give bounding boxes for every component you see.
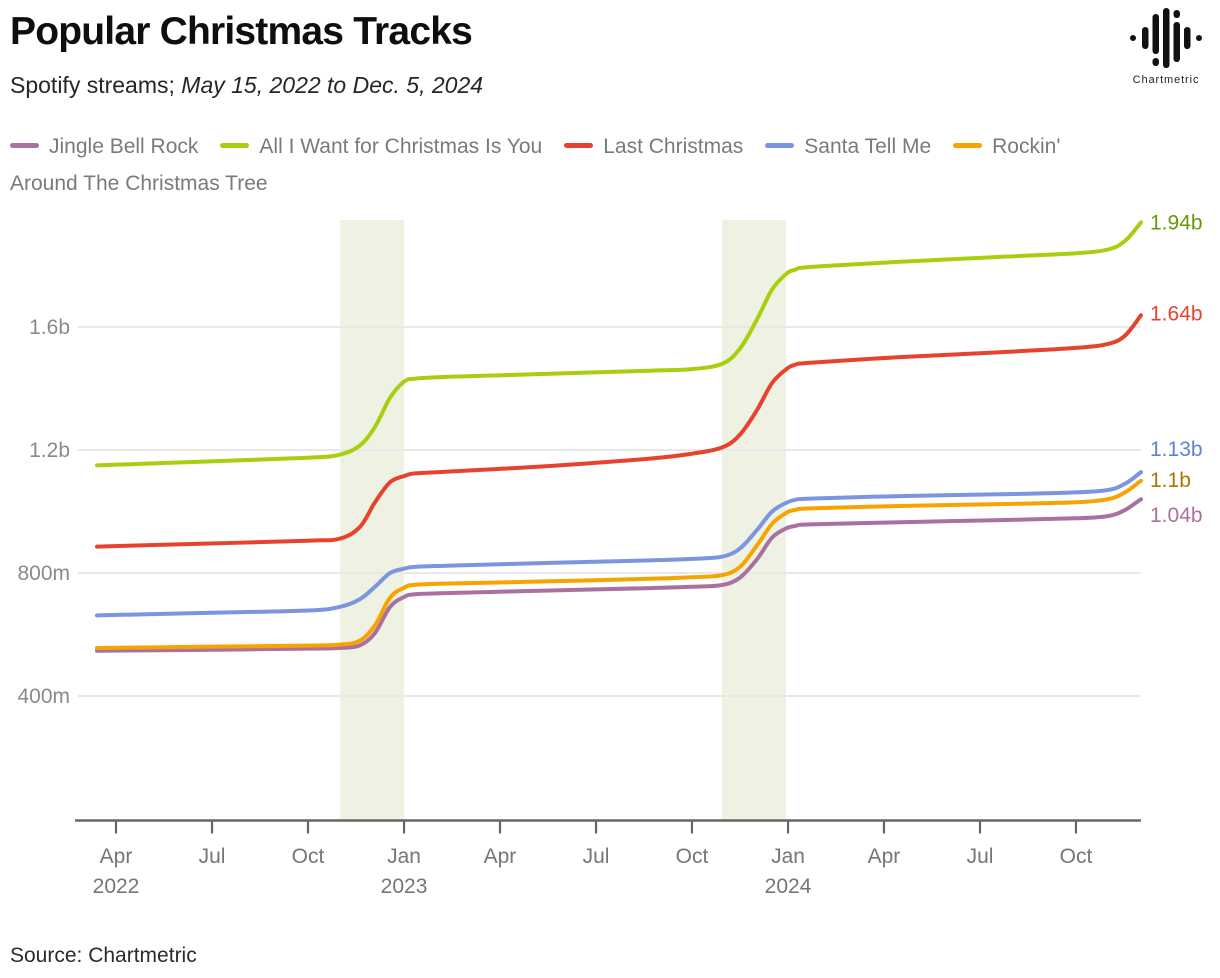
source-attribution: Source: Chartmetric <box>10 944 197 967</box>
page-title: Popular Christmas Tracks <box>10 10 473 53</box>
x-tick-year-label: 2024 <box>765 875 812 898</box>
line-last-christmas <box>95 313 1143 549</box>
x-tick-year-label: 2022 <box>93 875 140 898</box>
legend-label: Rockin' Around The Christmas Tree <box>10 135 1061 195</box>
legend-item-all-i-want-for-christmas-is-you: All I Want for Christmas Is You <box>220 135 542 158</box>
x-tick-label: Oct <box>292 845 325 868</box>
brand-block: Chartmetric <box>1120 6 1212 86</box>
legend-label: All I Want for Christmas Is You <box>259 135 543 158</box>
y-axis-label-1-6b: 1.6b <box>29 316 70 339</box>
subtitle-date-range: May 15, 2022 to Dec. 5, 2024 <box>181 72 484 98</box>
x-tick-label: Jul <box>583 845 610 868</box>
legend-item-last-christmas: Last Christmas <box>564 135 743 158</box>
x-tick-label: Jul <box>199 845 226 868</box>
legend-dash-icon <box>765 142 795 148</box>
chart-legend: Jingle Bell Rock All I Want for Christmas… <box>10 128 1100 202</box>
line-rockin-around-the-christmas-tree <box>95 478 1143 650</box>
x-tick-label: Apr <box>484 845 517 868</box>
end-label-last-christmas: 1.64b <box>1150 302 1203 325</box>
x-tick-label: Oct <box>1060 845 1093 868</box>
end-label-all-i-want-for-christmas-is-you: 1.94b <box>1150 211 1203 234</box>
x-tick-label: Apr <box>868 845 901 868</box>
legend-label: Santa Tell Me <box>804 135 932 158</box>
y-axis-label-1-2b: 1.2b <box>29 439 70 462</box>
y-axis-label-800m: 800m <box>17 562 70 585</box>
line-santa-tell-me <box>95 470 1143 618</box>
line-jingle-bell-rock <box>95 497 1143 653</box>
x-tick-label: Jan <box>771 845 805 868</box>
end-label-jingle-bell-rock: 1.04b <box>1150 504 1203 527</box>
x-tick-label: Jan <box>387 845 421 868</box>
x-tick-label: Jul <box>967 845 994 868</box>
brand-label: Chartmetric <box>1132 74 1200 86</box>
legend-item-santa-tell-me: Santa Tell Me <box>765 135 931 158</box>
legend-dash-icon <box>564 142 594 148</box>
legend-label: Last Christmas <box>603 135 744 158</box>
y-axis-label-400m: 400m <box>17 685 70 708</box>
chartmetric-logo-icon <box>1130 8 1202 68</box>
legend-dash-icon <box>953 142 983 148</box>
holiday-season-2022-band <box>340 220 405 820</box>
end-label-rockin-around-the-christmas-tree: 1.1b <box>1150 469 1191 492</box>
line-all-i-want-for-christmas-is-you <box>95 220 1143 468</box>
legend-dash-icon <box>10 142 39 148</box>
legend-dash-icon <box>220 142 250 148</box>
legend-item-rockin-around-the-christmas-tree: Rockin' Around The Christmas Tree <box>10 135 1060 195</box>
legend-item-jingle-bell-rock: Jingle Bell Rock <box>10 135 198 158</box>
x-tick-label: Apr <box>100 845 133 868</box>
subtitle-prefix: Spotify streams; <box>10 72 182 98</box>
legend-label: Jingle Bell Rock <box>49 135 199 158</box>
x-tick-label: Oct <box>676 845 709 868</box>
end-label-santa-tell-me: 1.13b <box>1150 438 1203 461</box>
chart-subtitle: Spotify streams; May 15, 2022 to Dec. 5,… <box>10 72 483 99</box>
x-tick-year-label: 2023 <box>381 875 428 898</box>
